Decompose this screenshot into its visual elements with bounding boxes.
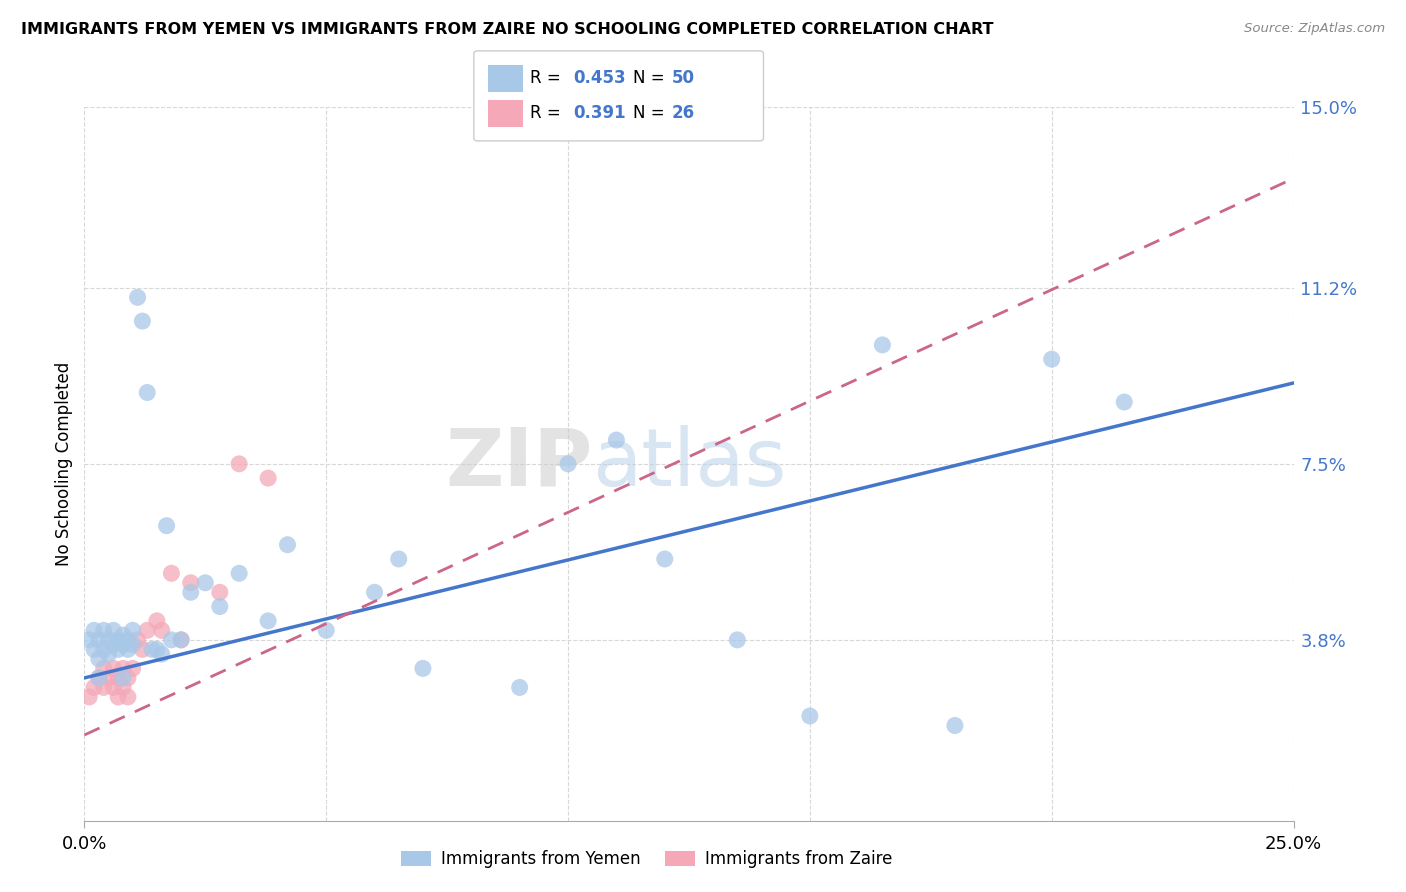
Point <box>127 632 149 647</box>
Text: ZIP: ZIP <box>444 425 592 503</box>
Point <box>87 671 110 685</box>
Point <box>155 518 177 533</box>
Text: 0.453: 0.453 <box>574 70 626 87</box>
Point <box>1040 352 1063 367</box>
Point <box>180 585 202 599</box>
Point <box>87 671 110 685</box>
Point <box>170 632 193 647</box>
Point <box>83 642 105 657</box>
Point <box>654 552 676 566</box>
Point <box>77 690 100 704</box>
Point <box>208 599 231 614</box>
Point <box>170 632 193 647</box>
Point <box>208 585 231 599</box>
Point <box>121 624 143 638</box>
Point <box>87 632 110 647</box>
Point <box>257 614 280 628</box>
Point <box>97 632 120 647</box>
Point <box>136 624 159 638</box>
Point <box>103 661 125 675</box>
Point <box>107 671 129 685</box>
Point <box>117 632 139 647</box>
Point <box>83 624 105 638</box>
Point <box>103 638 125 652</box>
Point <box>93 661 115 675</box>
Text: 0.391: 0.391 <box>574 104 626 122</box>
Point <box>146 642 169 657</box>
Point <box>160 632 183 647</box>
Y-axis label: No Schooling Completed: No Schooling Completed <box>55 362 73 566</box>
Point <box>93 642 115 657</box>
Point <box>121 638 143 652</box>
Text: N =: N = <box>633 104 669 122</box>
Point <box>257 471 280 485</box>
Point <box>131 314 153 328</box>
Text: 26: 26 <box>672 104 695 122</box>
Point <box>799 709 821 723</box>
Point <box>150 624 173 638</box>
Legend: Immigrants from Yemen, Immigrants from Zaire: Immigrants from Yemen, Immigrants from Z… <box>394 844 900 875</box>
Point <box>112 671 135 685</box>
Point <box>117 671 139 685</box>
Point <box>180 575 202 590</box>
Point <box>131 642 153 657</box>
Point <box>107 690 129 704</box>
Point <box>605 433 627 447</box>
Point <box>160 566 183 581</box>
Point <box>136 385 159 400</box>
Point <box>1114 395 1136 409</box>
Point <box>276 538 298 552</box>
Point <box>725 632 748 647</box>
Text: IMMIGRANTS FROM YEMEN VS IMMIGRANTS FROM ZAIRE NO SCHOOLING COMPLETED CORRELATIO: IMMIGRANTS FROM YEMEN VS IMMIGRANTS FROM… <box>21 22 994 37</box>
Point <box>872 338 894 352</box>
Point <box>93 681 115 695</box>
Point <box>87 652 110 666</box>
Point <box>194 575 217 590</box>
Text: R =: R = <box>530 70 567 87</box>
Point <box>112 628 135 642</box>
Point <box>93 624 115 638</box>
Text: atlas: atlas <box>592 425 786 503</box>
Point <box>97 671 120 685</box>
Point <box>121 661 143 675</box>
Point <box>112 661 135 675</box>
Point <box>228 457 250 471</box>
Point <box>150 647 173 661</box>
Point <box>363 585 385 599</box>
Point <box>97 647 120 661</box>
Point <box>107 632 129 647</box>
Text: N =: N = <box>633 70 669 87</box>
Point <box>943 718 966 732</box>
Point <box>117 642 139 657</box>
Point <box>228 566 250 581</box>
Point <box>315 624 337 638</box>
Text: 50: 50 <box>672 70 695 87</box>
Point <box>107 642 129 657</box>
Point <box>83 681 105 695</box>
Point <box>117 690 139 704</box>
Point <box>103 624 125 638</box>
Point <box>141 642 163 657</box>
Text: R =: R = <box>530 104 567 122</box>
Point <box>509 681 531 695</box>
Point <box>557 457 579 471</box>
Point <box>112 681 135 695</box>
Point <box>112 638 135 652</box>
Point <box>77 632 100 647</box>
Point <box>412 661 434 675</box>
Text: Source: ZipAtlas.com: Source: ZipAtlas.com <box>1244 22 1385 36</box>
Point <box>388 552 411 566</box>
Point <box>127 290 149 304</box>
Point <box>146 614 169 628</box>
Point <box>103 681 125 695</box>
